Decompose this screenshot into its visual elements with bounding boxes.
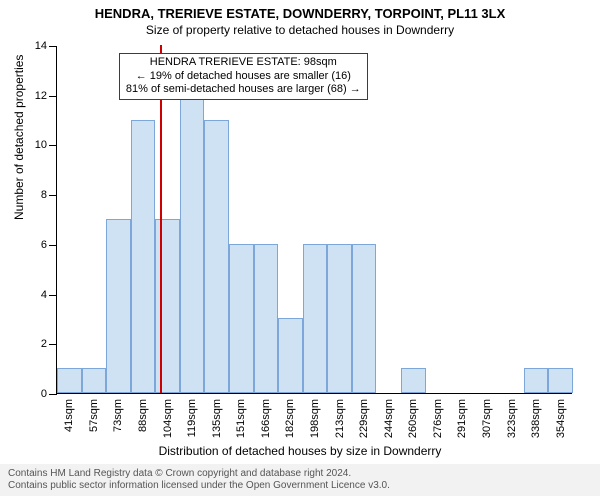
histogram-bar — [106, 219, 131, 393]
x-tick-label: 166sqm — [260, 399, 272, 438]
annotation-line: ← 19% of detached houses are smaller (16… — [126, 70, 361, 84]
x-tick-label: 135sqm — [211, 399, 223, 438]
x-tick-label: 213sqm — [334, 399, 346, 438]
histogram-bar — [401, 368, 426, 393]
x-tick-label: 198sqm — [309, 399, 321, 438]
histogram-bar — [327, 244, 352, 393]
y-tick-label: 14 — [35, 40, 47, 52]
x-tick-label: 182sqm — [284, 399, 296, 438]
histogram-bar — [229, 244, 254, 393]
histogram-bar — [57, 368, 82, 393]
y-tick — [49, 46, 57, 47]
histogram-bar — [254, 244, 279, 393]
y-tick — [49, 344, 57, 345]
x-tick-label: 244sqm — [383, 399, 395, 438]
y-tick — [49, 145, 57, 146]
y-tick — [49, 195, 57, 196]
annotation-line: HENDRA TRERIEVE ESTATE: 98sqm — [126, 56, 361, 70]
x-tick-label: 323sqm — [506, 399, 518, 438]
x-axis-label: Distribution of detached houses by size … — [0, 444, 600, 458]
y-tick-label: 12 — [35, 90, 47, 102]
x-tick-label: 307sqm — [481, 399, 493, 438]
y-tick — [49, 394, 57, 395]
x-tick-label: 338sqm — [530, 399, 542, 438]
histogram-bar — [303, 244, 328, 393]
y-tick-label: 4 — [41, 289, 47, 301]
y-tick-label: 10 — [35, 139, 47, 151]
chart-title: HENDRA, TRERIEVE ESTATE, DOWNDERRY, TORP… — [0, 0, 600, 21]
y-axis-label: Number of detached properties — [12, 55, 26, 220]
x-tick-label: 73sqm — [112, 399, 124, 432]
histogram-bar — [82, 368, 107, 393]
x-tick-label: 229sqm — [358, 399, 370, 438]
footer-line-1: Contains HM Land Registry data © Crown c… — [8, 468, 592, 480]
histogram-bar — [155, 219, 180, 393]
y-tick — [49, 96, 57, 97]
y-tick — [49, 245, 57, 246]
y-tick — [49, 295, 57, 296]
chart-area: 0246810121441sqm57sqm73sqm88sqm104sqm119… — [56, 46, 572, 394]
histogram-bar — [278, 318, 303, 393]
x-tick-label: 88sqm — [137, 399, 149, 432]
y-tick-label: 8 — [41, 189, 47, 201]
x-tick-label: 151sqm — [235, 399, 247, 438]
annotation-line: 81% of semi-detached houses are larger (… — [126, 83, 361, 97]
footer: Contains HM Land Registry data © Crown c… — [0, 464, 600, 496]
histogram-bar — [204, 120, 229, 393]
histogram-bar — [524, 368, 549, 393]
y-tick-label: 2 — [41, 338, 47, 350]
y-tick-label: 6 — [41, 239, 47, 251]
x-tick-label: 276sqm — [432, 399, 444, 438]
chart-subtitle: Size of property relative to detached ho… — [0, 21, 600, 37]
histogram-bar — [180, 95, 205, 393]
x-tick-label: 104sqm — [162, 399, 174, 438]
x-tick-label: 119sqm — [186, 399, 198, 437]
x-tick-label: 354sqm — [555, 399, 567, 438]
x-tick-label: 291sqm — [456, 399, 468, 438]
footer-line-2: Contains public sector information licen… — [8, 480, 592, 492]
y-tick-label: 0 — [41, 388, 47, 400]
plot-region: 0246810121441sqm57sqm73sqm88sqm104sqm119… — [56, 46, 572, 394]
x-tick-label: 260sqm — [407, 399, 419, 438]
histogram-bar — [548, 368, 573, 393]
histogram-bar — [131, 120, 156, 393]
x-tick-label: 57sqm — [88, 399, 100, 432]
x-tick-label: 41sqm — [63, 399, 75, 432]
histogram-bar — [352, 244, 377, 393]
annotation-box: HENDRA TRERIEVE ESTATE: 98sqm← 19% of de… — [119, 53, 368, 100]
